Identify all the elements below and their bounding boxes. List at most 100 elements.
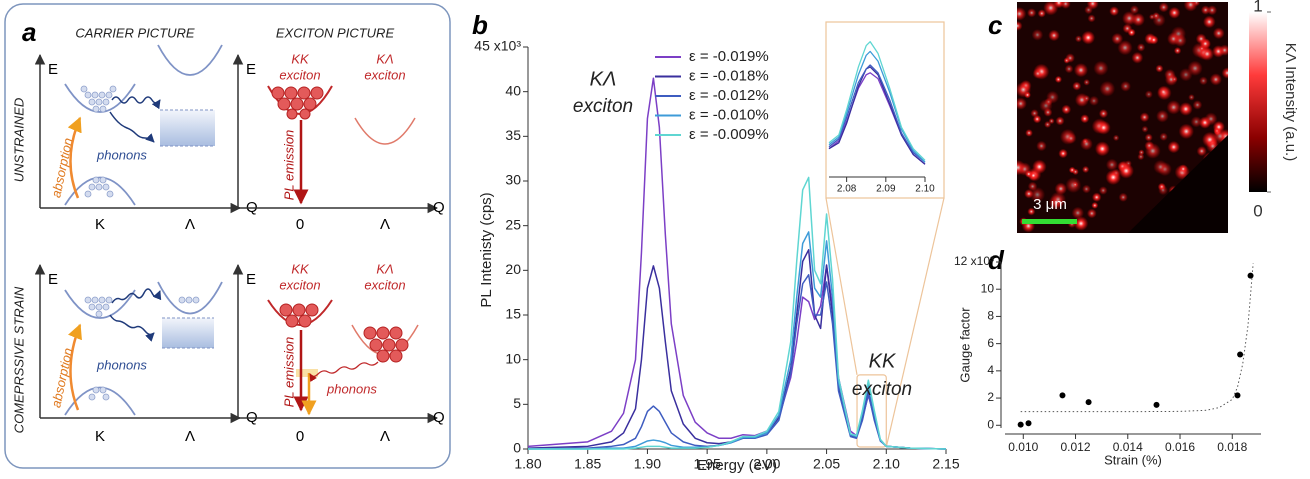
data-point bbox=[1247, 272, 1254, 279]
annotation: exciton bbox=[852, 379, 912, 400]
pl-spot bbox=[1055, 116, 1065, 126]
carrier-unstrained: E Q K Λ absorption phonons bbox=[34, 44, 258, 233]
exciton-label: exciton bbox=[279, 277, 320, 292]
axis-label: Q bbox=[433, 199, 445, 216]
y-tick-label: 12 x10³ bbox=[954, 254, 994, 268]
unexposed-region bbox=[1128, 135, 1228, 233]
axis-label: Λ bbox=[185, 216, 195, 233]
x-tick-label: 2.05 bbox=[813, 456, 840, 472]
pl-spot bbox=[1080, 114, 1090, 124]
y-tick-label: 0 bbox=[987, 417, 994, 431]
pl-spot bbox=[1166, 100, 1181, 115]
pl-spot bbox=[1054, 75, 1063, 84]
pl-spot bbox=[1037, 9, 1046, 18]
spectrum-line bbox=[528, 176, 947, 450]
spectrum-line bbox=[528, 231, 947, 450]
y-axis-label: Gauge factor bbox=[957, 307, 972, 383]
pl-spot bbox=[1219, 44, 1228, 56]
panel-label: c bbox=[988, 10, 1003, 40]
axis-label: Λ bbox=[380, 216, 390, 233]
pl-spot bbox=[1031, 29, 1044, 41]
pl-spot bbox=[1080, 137, 1093, 151]
pl-spot bbox=[1159, 132, 1168, 141]
exciton-unstrained: E Q 0 Λ KK exciton KΛ exciton PL emissio… bbox=[232, 51, 445, 233]
pl-spot bbox=[1122, 11, 1137, 26]
axis-label: Λ bbox=[185, 428, 195, 445]
pl-spot bbox=[1024, 189, 1034, 199]
pl-spot bbox=[1025, 129, 1033, 137]
data-point bbox=[1237, 351, 1244, 358]
scale-bar bbox=[1022, 219, 1077, 224]
pl-spot bbox=[1027, 181, 1038, 192]
pl-spot bbox=[1105, 158, 1118, 171]
pl-spot bbox=[1158, 185, 1169, 196]
y-tick-label: 10 bbox=[981, 281, 995, 295]
pl-spot bbox=[1203, 15, 1216, 29]
pl-spot bbox=[1072, 81, 1082, 91]
x-tick-label: 0.018 bbox=[1217, 440, 1247, 454]
pl-spot bbox=[1046, 90, 1059, 104]
data-point bbox=[1085, 399, 1092, 406]
y-tick-label: 2 bbox=[987, 390, 994, 404]
exciton-label: KK bbox=[291, 261, 310, 276]
legend-label: ε = -0.018% bbox=[689, 67, 769, 84]
pl-spot bbox=[1082, 184, 1091, 194]
panel-a: a CARRIER PICTURE EXCITON PICTURE UNSTRA… bbox=[4, 3, 451, 469]
pl-spot bbox=[1178, 102, 1193, 116]
pl-spot bbox=[1196, 146, 1207, 157]
pl-spot bbox=[1144, 133, 1153, 142]
pl-spot bbox=[1074, 35, 1083, 43]
pl-spot bbox=[1122, 23, 1133, 34]
pl-spot bbox=[1109, 6, 1120, 17]
x-tick-label: 1.85 bbox=[574, 456, 601, 472]
pl-spot bbox=[1060, 2, 1071, 9]
y-tick-label: 6 bbox=[987, 336, 994, 350]
y-tick-label: 5 bbox=[513, 395, 521, 411]
pl-spot bbox=[1167, 140, 1180, 154]
pl-spot bbox=[1087, 14, 1096, 23]
x-tick-label: 2.08 bbox=[837, 184, 857, 195]
colorbar-tick-label: 0 bbox=[1253, 201, 1262, 220]
pl-spot bbox=[1112, 134, 1120, 142]
pl-spot bbox=[1072, 168, 1079, 176]
pl-spot bbox=[1139, 112, 1150, 123]
pl-spot bbox=[1096, 120, 1111, 135]
colorbar bbox=[1249, 12, 1267, 192]
pl-spot bbox=[1017, 159, 1026, 176]
pl-spot bbox=[1204, 112, 1218, 126]
pl-spot bbox=[1153, 159, 1168, 175]
pl-spot bbox=[1086, 2, 1099, 10]
x-axis-label: Energy (eV) bbox=[697, 457, 777, 474]
scale-bar-label: 3 μm bbox=[1033, 196, 1067, 213]
process-label: phonons bbox=[96, 357, 147, 372]
x-tick-label: 1.80 bbox=[514, 456, 541, 472]
pl-spot bbox=[1082, 165, 1090, 174]
colorbar-tick-label: 1 bbox=[1253, 0, 1262, 15]
x-tick-label: 2.15 bbox=[932, 456, 959, 472]
pl-spot bbox=[1178, 123, 1194, 140]
pl-spot bbox=[1158, 2, 1169, 13]
pl-spot bbox=[1083, 78, 1091, 86]
pl-spot bbox=[1195, 33, 1207, 45]
data-point bbox=[1059, 392, 1066, 399]
pl-spot bbox=[1173, 47, 1182, 55]
pl-spot bbox=[1187, 60, 1203, 76]
axis-label: E bbox=[246, 61, 256, 78]
pl-spot bbox=[1129, 5, 1140, 15]
pl-spot bbox=[1032, 114, 1042, 124]
legend-label: ε = -0.012% bbox=[689, 87, 769, 104]
zoom-box bbox=[856, 374, 887, 448]
pl-spot bbox=[1136, 43, 1146, 52]
x-axis-label: Strain (%) bbox=[1104, 452, 1162, 467]
pl-spot bbox=[1099, 80, 1116, 97]
pl-spot bbox=[1027, 207, 1036, 216]
pl-spot bbox=[1118, 163, 1134, 179]
pl-spot bbox=[1212, 27, 1225, 40]
panel-c: c 3 μm KΛ Intensity (a.u.) bbox=[988, 2, 1299, 233]
pl-spot bbox=[1091, 201, 1099, 209]
pl-spot bbox=[1183, 2, 1198, 12]
axis-label: Q bbox=[433, 409, 445, 426]
pl-spot bbox=[1058, 148, 1068, 159]
pl-spot bbox=[1098, 108, 1109, 119]
pl-spot bbox=[1111, 32, 1124, 45]
